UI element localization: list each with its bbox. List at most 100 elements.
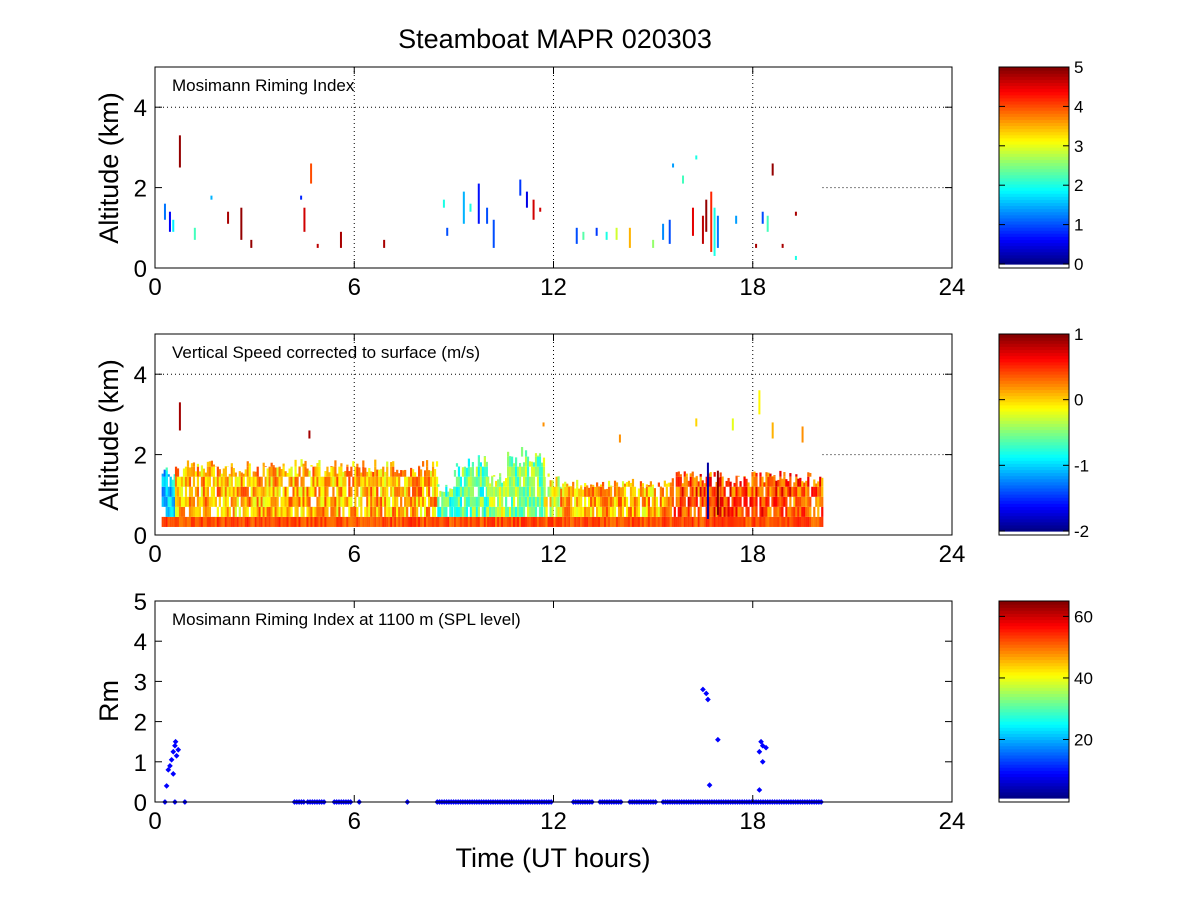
data-cell — [551, 480, 554, 487]
data-cell — [322, 506, 325, 517]
data-cell — [671, 516, 674, 527]
data-cell — [388, 476, 391, 487]
data-cell — [306, 516, 309, 527]
data-cell — [731, 506, 734, 517]
data-cell — [677, 476, 680, 487]
data-cell — [651, 484, 654, 487]
colorbar-tick-label: 20 — [1074, 731, 1093, 750]
colorbar-swatch — [999, 487, 1069, 492]
data-cell — [743, 475, 746, 477]
data-cell — [356, 486, 359, 497]
data-cell — [408, 486, 411, 497]
data-cell — [723, 496, 726, 507]
data-cell — [745, 506, 748, 517]
data-cell — [198, 506, 202, 517]
data-cell — [240, 486, 243, 497]
data-cell — [509, 466, 512, 477]
data-cell — [312, 516, 315, 527]
data-cell — [599, 486, 603, 497]
data-cell — [300, 496, 303, 507]
data-cell — [564, 506, 567, 517]
data-cell — [775, 516, 778, 527]
data-cell — [574, 506, 577, 517]
data-cell — [455, 496, 459, 507]
data-cell — [767, 506, 770, 517]
colorbar-swatch — [999, 131, 1069, 136]
data-cell — [230, 486, 233, 497]
data-cell — [679, 474, 682, 477]
data-cell — [507, 516, 510, 527]
data-cell — [366, 476, 369, 487]
data-cell — [370, 471, 373, 477]
data-cell — [613, 506, 617, 517]
data-cell — [568, 496, 571, 507]
data-cell — [326, 466, 329, 477]
data-cell — [758, 390, 761, 415]
data-cell — [340, 466, 343, 477]
data-cell — [408, 496, 411, 507]
colorbar-swatch — [999, 180, 1069, 185]
data-cell — [526, 476, 530, 487]
data-cell — [807, 476, 810, 487]
data-cell — [605, 488, 609, 497]
data-cell — [471, 516, 475, 527]
data-cell — [615, 496, 619, 507]
data-cell — [518, 466, 522, 477]
data-cell — [292, 486, 295, 497]
data-cell — [435, 476, 439, 487]
data-cell — [821, 496, 824, 507]
data-cell — [518, 486, 522, 497]
data-cell — [206, 461, 210, 467]
data-cell — [516, 516, 520, 527]
data-cell — [190, 496, 194, 507]
data-cell — [380, 468, 383, 477]
data-cell — [200, 486, 204, 497]
data-cell — [342, 486, 345, 497]
data-cell — [485, 506, 488, 517]
data-cell — [421, 486, 425, 497]
data-cell — [699, 476, 702, 487]
data-cell — [753, 506, 756, 517]
data-cell — [584, 496, 587, 507]
data-cell — [534, 453, 538, 457]
data-cell — [685, 506, 688, 517]
colorbar-swatch — [999, 757, 1069, 762]
data-cell — [192, 506, 196, 517]
data-cell — [423, 470, 427, 477]
data-cell — [785, 516, 788, 527]
data-cell — [445, 496, 448, 507]
data-cell — [310, 163, 313, 184]
data-cell — [406, 516, 409, 527]
data-cell — [611, 506, 615, 517]
data-cell — [499, 516, 502, 527]
data-cell — [406, 476, 409, 487]
data-cell — [473, 516, 476, 527]
data-cell — [773, 506, 776, 517]
data-cell — [457, 466, 461, 477]
data-cell — [595, 227, 598, 236]
data-cell — [518, 476, 522, 487]
colorbar-swatch — [999, 770, 1069, 774]
y-tick-label: 4 — [134, 362, 147, 389]
colorbar-swatch — [999, 721, 1069, 725]
data-cell — [348, 476, 351, 487]
data-cell — [627, 480, 631, 487]
data-cell — [238, 486, 241, 497]
data-cell — [461, 486, 465, 497]
data-cell — [390, 516, 393, 527]
data-cell — [483, 516, 486, 527]
data-cell — [396, 469, 399, 477]
colorbar-swatch — [999, 708, 1069, 713]
data-cell — [250, 239, 253, 248]
data-cell — [683, 506, 686, 517]
data-cell — [643, 496, 647, 507]
data-cell — [198, 471, 202, 477]
data-cell — [679, 516, 682, 527]
colorbar-swatch — [999, 202, 1069, 207]
colorbar-swatch — [999, 199, 1069, 204]
data-cell — [242, 473, 245, 477]
data-cell — [336, 496, 339, 507]
data-cell — [483, 476, 486, 487]
data-cell — [580, 485, 583, 487]
data-cell — [272, 466, 275, 477]
